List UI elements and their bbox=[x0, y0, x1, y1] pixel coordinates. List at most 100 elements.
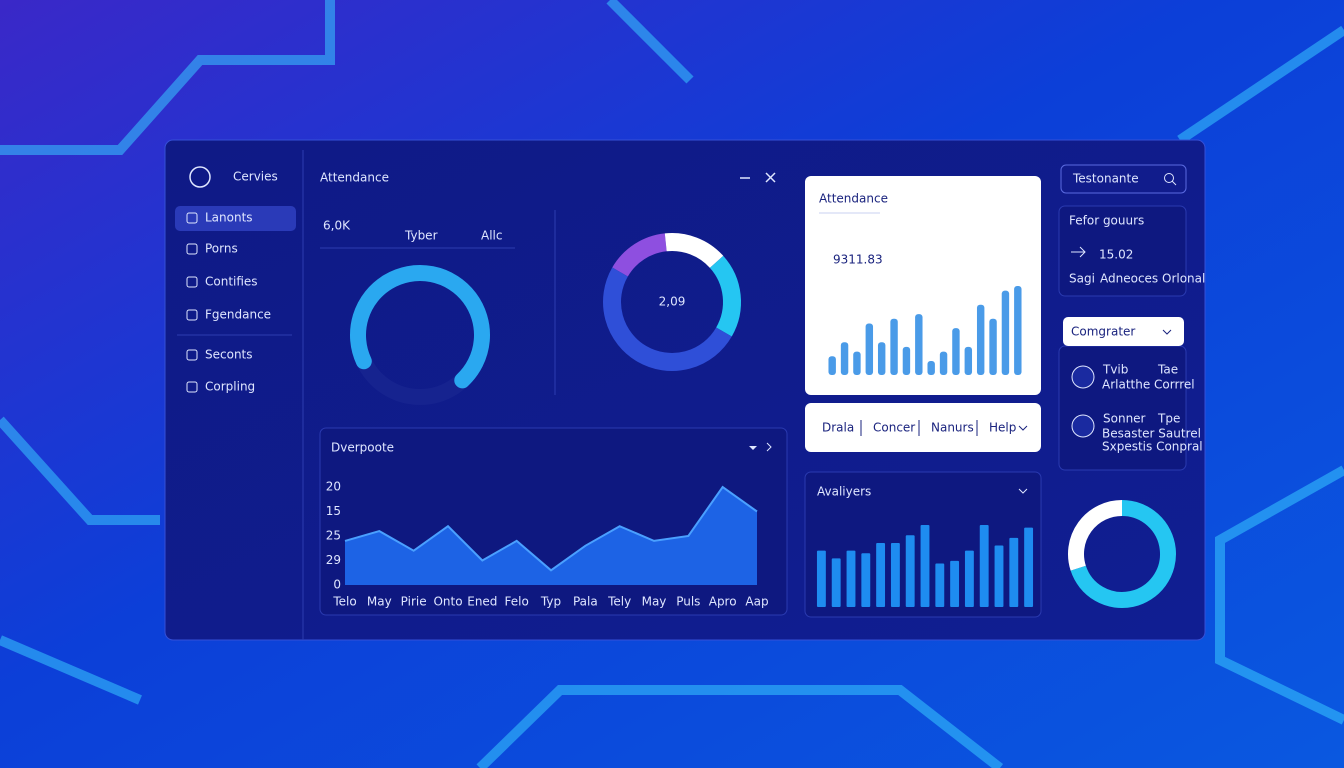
bar bbox=[964, 550, 974, 607]
dropdown-icon[interactable] bbox=[1018, 488, 1028, 494]
bar bbox=[877, 342, 886, 375]
card-title: Attendance bbox=[819, 192, 888, 206]
metric-label: Tyber bbox=[404, 229, 438, 243]
nav-item[interactable]: Lanonts bbox=[205, 211, 253, 225]
donut-segment bbox=[1068, 500, 1123, 571]
bar bbox=[902, 346, 911, 375]
list-line: Sxpestis Conpral bbox=[1102, 440, 1203, 454]
list-tag: Tae bbox=[1157, 363, 1178, 377]
donut-segment bbox=[1070, 500, 1176, 608]
bar bbox=[890, 542, 900, 607]
panel-title: Attendance bbox=[320, 171, 389, 185]
bar bbox=[939, 351, 948, 375]
link[interactable]: Nanurs bbox=[931, 421, 974, 435]
area-line bbox=[344, 485, 758, 572]
bar bbox=[915, 314, 923, 375]
bar bbox=[840, 342, 849, 375]
donut-segment bbox=[709, 255, 741, 337]
bar bbox=[1009, 537, 1019, 607]
bar bbox=[935, 563, 945, 607]
donut-label: 2,09 bbox=[659, 295, 686, 309]
bar bbox=[950, 560, 960, 607]
nav-icon bbox=[186, 243, 198, 255]
x-tick-label: Onto bbox=[433, 595, 462, 609]
nav-highlight bbox=[175, 206, 296, 231]
nav-icon bbox=[186, 309, 198, 321]
stat-label: Adneoces Orlonal bbox=[1100, 272, 1205, 286]
nav-item[interactable]: Corpling bbox=[205, 380, 255, 394]
dropdown[interactable] bbox=[1063, 317, 1184, 346]
x-tick-label: Apro bbox=[709, 595, 737, 609]
card-title: Avaliyers bbox=[817, 485, 871, 499]
list-line: Arlatthe Corrrel bbox=[1102, 378, 1195, 392]
next-icon[interactable] bbox=[766, 442, 772, 452]
dropdown-icon bbox=[1162, 329, 1172, 335]
y-tick-label: 0 bbox=[333, 578, 341, 592]
stat-title: Fefor gouurs bbox=[1069, 214, 1144, 228]
bar bbox=[1001, 290, 1010, 375]
metric-label: Allc bbox=[481, 229, 502, 243]
bar bbox=[920, 525, 930, 607]
brand: Cervies bbox=[233, 170, 278, 184]
dropdown-icon[interactable] bbox=[749, 446, 757, 450]
bar bbox=[964, 346, 973, 375]
links-card bbox=[805, 403, 1041, 452]
dropdown-label: Comgrater bbox=[1071, 325, 1135, 339]
search-icon bbox=[1164, 173, 1174, 183]
avatar bbox=[1071, 365, 1095, 389]
bar bbox=[876, 542, 886, 607]
search-placeholder: Testonante bbox=[1072, 172, 1139, 186]
bar bbox=[816, 550, 826, 607]
x-tick-label: Ened bbox=[467, 595, 497, 609]
nav-item[interactable]: Seconts bbox=[205, 348, 253, 362]
y-tick-label: 29 bbox=[326, 553, 341, 567]
link[interactable]: Concer bbox=[873, 421, 915, 435]
stat-label: Sagi bbox=[1069, 272, 1095, 286]
big-value: 9311.83 bbox=[833, 253, 883, 267]
x-tick-label: May bbox=[367, 595, 392, 609]
donut-segment bbox=[664, 233, 724, 269]
search-icon bbox=[1171, 180, 1177, 186]
bar bbox=[861, 553, 871, 607]
y-tick-label: 25 bbox=[326, 529, 341, 543]
nav-item[interactable]: Contifies bbox=[205, 275, 258, 289]
bar bbox=[865, 323, 874, 375]
donut-segment bbox=[612, 233, 668, 277]
nav-item[interactable]: Porns bbox=[205, 242, 238, 256]
donut-segment bbox=[603, 267, 732, 371]
arrow-icon bbox=[1071, 246, 1086, 258]
x-tick-label: May bbox=[642, 595, 667, 609]
bar bbox=[952, 328, 960, 375]
link[interactable]: Drala bbox=[822, 421, 854, 435]
list-line: Besaster Sautrel bbox=[1102, 427, 1201, 441]
nav-icon bbox=[186, 349, 198, 361]
list-tag: Tpe bbox=[1157, 412, 1180, 426]
nav-item[interactable]: Fgendance bbox=[205, 308, 271, 322]
x-tick-label: Puls bbox=[676, 595, 700, 609]
y-tick-label: 20 bbox=[326, 480, 341, 494]
bar bbox=[831, 558, 841, 607]
bar bbox=[853, 351, 861, 375]
brand-icon bbox=[189, 166, 211, 188]
metric: 6,0K bbox=[323, 219, 351, 233]
x-tick-label: Tely bbox=[607, 595, 631, 609]
stat-card bbox=[1058, 205, 1187, 297]
x-tick-label: Aap bbox=[745, 595, 768, 609]
bar bbox=[994, 545, 1004, 607]
list-title: Sonner bbox=[1103, 412, 1146, 426]
bar bbox=[979, 525, 989, 607]
nav-icon bbox=[186, 276, 198, 288]
bar bbox=[846, 550, 856, 607]
link[interactable]: Help bbox=[989, 421, 1016, 435]
bar bbox=[890, 318, 898, 375]
bar bbox=[905, 535, 915, 607]
list-title: Tvib bbox=[1102, 363, 1128, 377]
search-box[interactable] bbox=[1060, 164, 1187, 194]
close-button[interactable] bbox=[765, 172, 776, 183]
nav-icon bbox=[186, 212, 198, 224]
bar bbox=[1014, 286, 1022, 375]
x-tick-label: Pala bbox=[573, 595, 598, 609]
y-tick-label: 15 bbox=[326, 504, 341, 518]
